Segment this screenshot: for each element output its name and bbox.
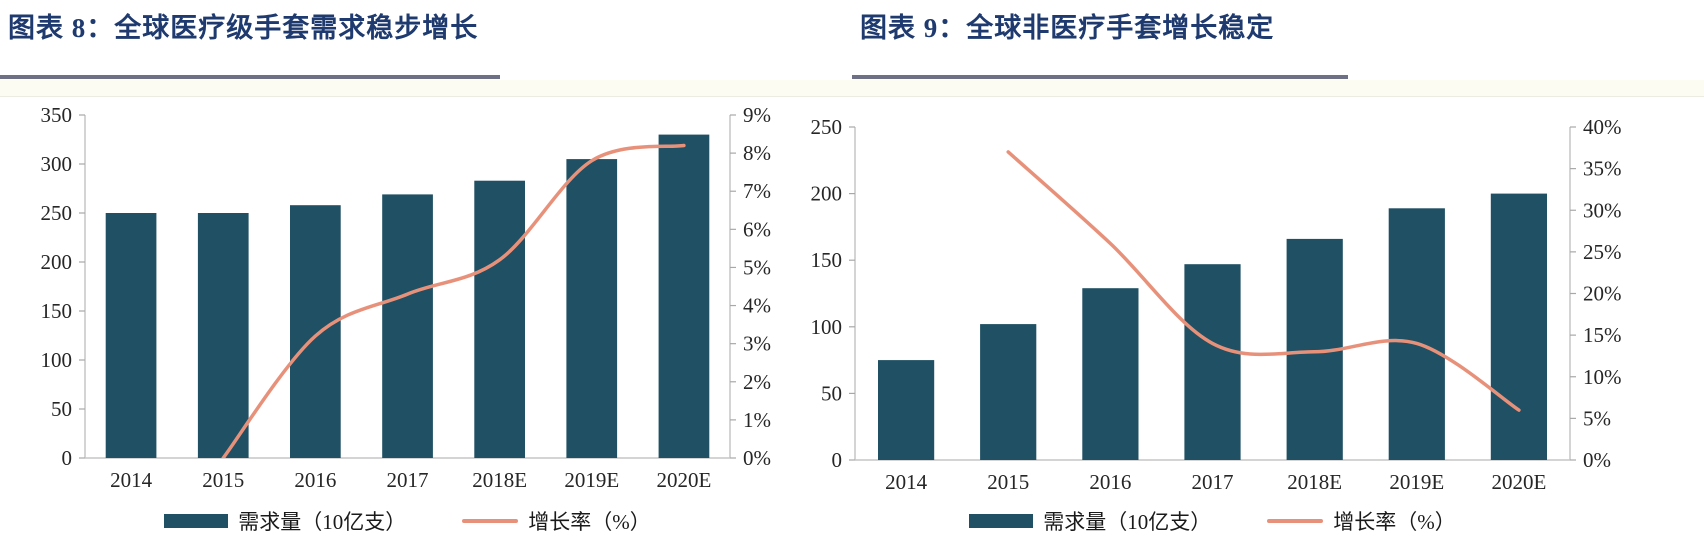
axis-tick-label: 4%: [743, 294, 771, 318]
legend-line-swatch: [462, 519, 519, 523]
title-underline-left: [0, 75, 500, 79]
x-category-label: 2017: [387, 468, 429, 492]
axis-tick-label: 20%: [1583, 282, 1622, 306]
legend-bar-swatch: [164, 514, 229, 528]
growth-line: [1006, 150, 1521, 412]
axis-tick-label: 100: [41, 348, 73, 372]
axis-tick-label: 50: [821, 381, 842, 405]
bar: [290, 205, 341, 458]
chart-title-right: 图表 9：全球非医疗手套增长稳定: [860, 13, 1275, 43]
x-category-labels: 2014 2015 2016 2017 2018E 2019E 2020E: [110, 468, 711, 492]
legend-line-swatch: [1267, 519, 1324, 523]
bar: [566, 159, 618, 458]
axis-tick-label: 0: [832, 448, 843, 472]
legend-line-label: 增长率（%）: [1333, 510, 1456, 534]
bar: [382, 194, 433, 458]
x-category-label: 2014: [110, 468, 153, 492]
chart-canvas-nonmedical-gloves: 0 50 100 150 200 250 0% 5% 10% 15% 20% 25% 30% 35% 40%…: [811, 115, 1622, 494]
axis-tick-label: 200: [811, 182, 843, 206]
axes: 0 50 100 150 200 250 0% 5% 10% 15% 20% 25% 30% 35% 40%: [811, 115, 1622, 472]
x-category-label: 2016: [294, 468, 336, 492]
legend-item-demand: 需求量（10亿支）: [969, 506, 1211, 536]
x-category-label: 2018E: [1287, 470, 1342, 494]
demand-bar-series: [878, 193, 1547, 460]
x-category-label: 2019E: [564, 468, 619, 492]
axis-tick-label: 15%: [1583, 323, 1622, 347]
axis-tick-label: 200: [41, 250, 73, 274]
bar: [197, 213, 249, 458]
axis-tick-label: 25%: [1583, 240, 1622, 264]
x-category-label: 2016: [1089, 470, 1131, 494]
bar: [1388, 208, 1445, 460]
bar: [1082, 288, 1139, 460]
axis-tick-label: 2%: [743, 370, 771, 394]
axis-tick-label: 50: [51, 397, 72, 421]
legend-bar-label: 需求量（10亿支）: [1043, 510, 1212, 534]
axis-tick-label: 250: [41, 201, 73, 225]
x-category-label: 2020E: [1492, 470, 1547, 494]
axis-tick-label: 1%: [743, 408, 771, 432]
x-category-label: 2015: [987, 470, 1029, 494]
axis-tick-label: 5%: [1583, 406, 1611, 430]
axis-tick-label: 150: [811, 248, 843, 272]
bar: [474, 180, 525, 458]
legend-line-label: 增长率（%）: [528, 510, 651, 534]
legend-left: 需求量（10亿支） 增长率（%）: [85, 506, 730, 536]
axis-tick-label: 250: [811, 115, 843, 139]
growth-line: [221, 143, 686, 458]
axis-tick-label: 6%: [743, 217, 771, 241]
axis-tick-label: 3%: [743, 332, 771, 356]
axis-tick-label: 5%: [743, 255, 771, 279]
axis-tick-label: 300: [41, 152, 73, 176]
chart-canvas-medical-gloves: 0 50 100 150 200 250 300 350 0% 1% 2% 3% 4% 5% 6% 7% 8% 9…: [41, 103, 772, 492]
axis-tick-label: 0%: [1583, 448, 1611, 472]
demand-bar-series: [105, 134, 710, 458]
axis-tick-label: 8%: [743, 141, 771, 165]
title-underline-right: [852, 75, 1348, 79]
bar: [1490, 193, 1547, 460]
axis-tick-label: 10%: [1583, 365, 1622, 389]
x-category-label: 2015: [202, 468, 244, 492]
x-category-labels: 2014 2015 2016 2017 2018E 2019E 2020E: [885, 470, 1546, 494]
axis-tick-label: 0: [62, 446, 73, 470]
bar: [658, 134, 710, 458]
bar: [1184, 264, 1241, 460]
axis-tick-label: 350: [41, 103, 73, 127]
legend-bar-swatch: [969, 514, 1034, 528]
axis-tick-label: 9%: [743, 103, 771, 127]
x-category-label: 2014: [885, 470, 928, 494]
x-category-label: 2017: [1192, 470, 1234, 494]
legend-item-growth: 增长率（%）: [462, 506, 651, 536]
title-band: [0, 80, 1704, 97]
bar: [105, 213, 157, 458]
bar: [980, 324, 1037, 460]
axis-tick-label: 35%: [1583, 157, 1622, 181]
x-category-label: 2018E: [472, 468, 527, 492]
axis-tick-label: 40%: [1583, 115, 1622, 139]
axis-tick-label: 0%: [743, 446, 771, 470]
x-category-label: 2019E: [1389, 470, 1444, 494]
axis-tick-label: 100: [811, 315, 843, 339]
legend-right: 需求量（10亿支） 增长率（%）: [855, 506, 1570, 536]
legend-bar-label: 需求量（10亿支）: [238, 510, 407, 534]
chart-title-left: 图表 8：全球医疗级手套需求稳步增长: [8, 13, 479, 43]
axis-tick-label: 7%: [743, 179, 771, 203]
legend-item-growth: 增长率（%）: [1267, 506, 1456, 536]
axis-tick-label: 150: [41, 299, 73, 323]
legend-item-demand: 需求量（10亿支）: [164, 506, 406, 536]
x-category-label: 2020E: [657, 468, 712, 492]
bar: [878, 360, 935, 460]
axis-tick-label: 30%: [1583, 198, 1622, 222]
